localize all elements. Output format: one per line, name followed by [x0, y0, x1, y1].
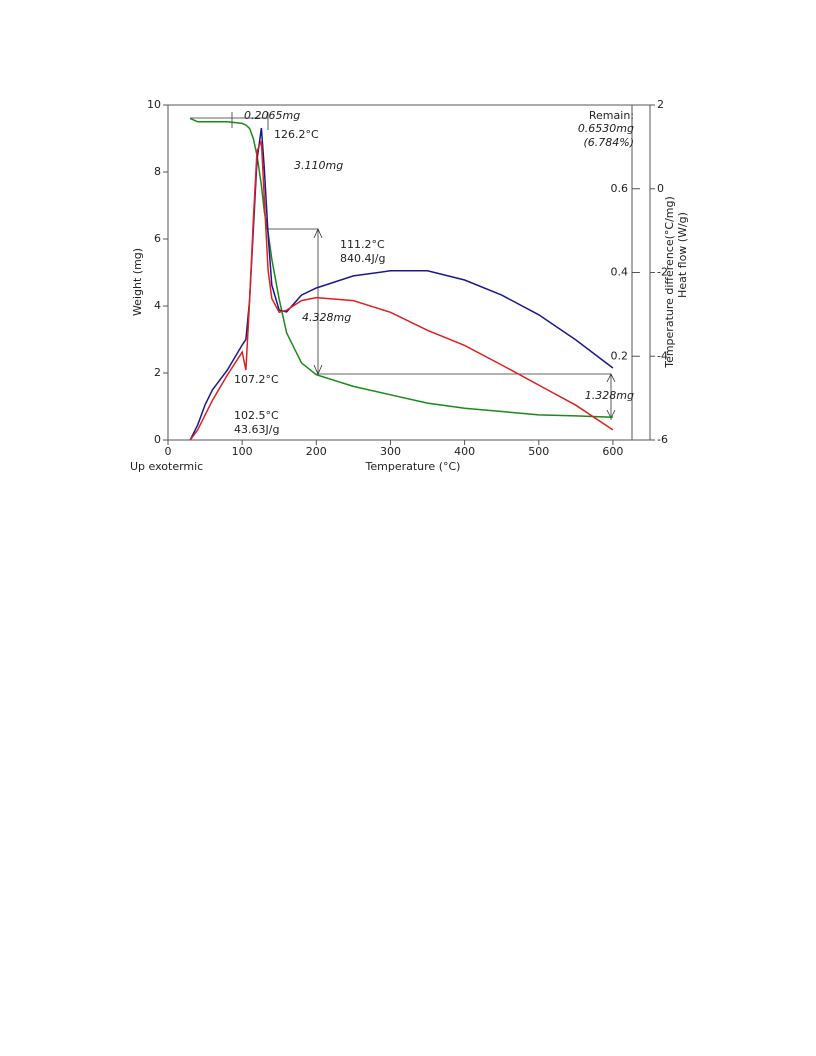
series-line [189, 127, 614, 441]
y-tick-label: 6 [154, 232, 161, 245]
y-tick-label: 4 [154, 299, 161, 312]
annotation: 0.2065mg [244, 109, 300, 122]
annotation: (6.784%) [583, 136, 634, 149]
series-line [189, 117, 613, 418]
annotation: 102.5°C [234, 409, 279, 422]
y2-tick-label: 2 [657, 98, 664, 111]
y2-tick-label: -4 [657, 349, 668, 362]
annotation: 111.2°C [340, 238, 385, 251]
y2-tick-label: -6 [657, 433, 668, 446]
y-tick-label: 10 [147, 98, 161, 111]
y3-axis-label: Temperature difference(°C/mg) [663, 196, 676, 369]
annotation: 0.6530mg [578, 122, 634, 135]
y3-tick-label: 0.6 [611, 182, 629, 195]
y2-tick-label: 0 [657, 182, 664, 195]
y2-tick-label: -2 [657, 266, 668, 279]
y-axis-label: Weight (mg) [131, 248, 144, 316]
x-tick-label: 0 [165, 445, 172, 458]
annotation: Up exotermic [130, 460, 203, 473]
y-tick-label: 8 [154, 165, 161, 178]
annotation: 43.63J/g [234, 423, 279, 436]
annotation: Remain: [589, 109, 634, 122]
x-axis-label: Temperature (°C) [365, 460, 461, 473]
annotation: 4.328mg [302, 311, 351, 324]
annotation: 840.4J/g [340, 252, 385, 265]
annotation: 107.2°C [234, 373, 279, 386]
x-tick-label: 500 [528, 445, 549, 458]
y3-tick-label: 0.4 [611, 266, 629, 279]
y3-tick-label: 0.2 [611, 349, 629, 362]
y-tick-label: 2 [154, 366, 161, 379]
annotation: 126.2°C [274, 128, 319, 141]
x-tick-label: 200 [306, 445, 327, 458]
x-tick-label: 300 [380, 445, 401, 458]
x-tick-label: 400 [454, 445, 475, 458]
x-tick-label: 100 [232, 445, 253, 458]
annotation: 1.328mg [585, 389, 634, 402]
annotation: 3.110mg [294, 159, 343, 172]
x-tick-label: 600 [602, 445, 623, 458]
plot-frame [167, 104, 651, 441]
dimension-lines [190, 112, 616, 420]
series-line [189, 140, 614, 441]
y2-axis-label: Heat flow (W/g) [676, 212, 689, 298]
y-tick-label: 0 [154, 433, 161, 446]
